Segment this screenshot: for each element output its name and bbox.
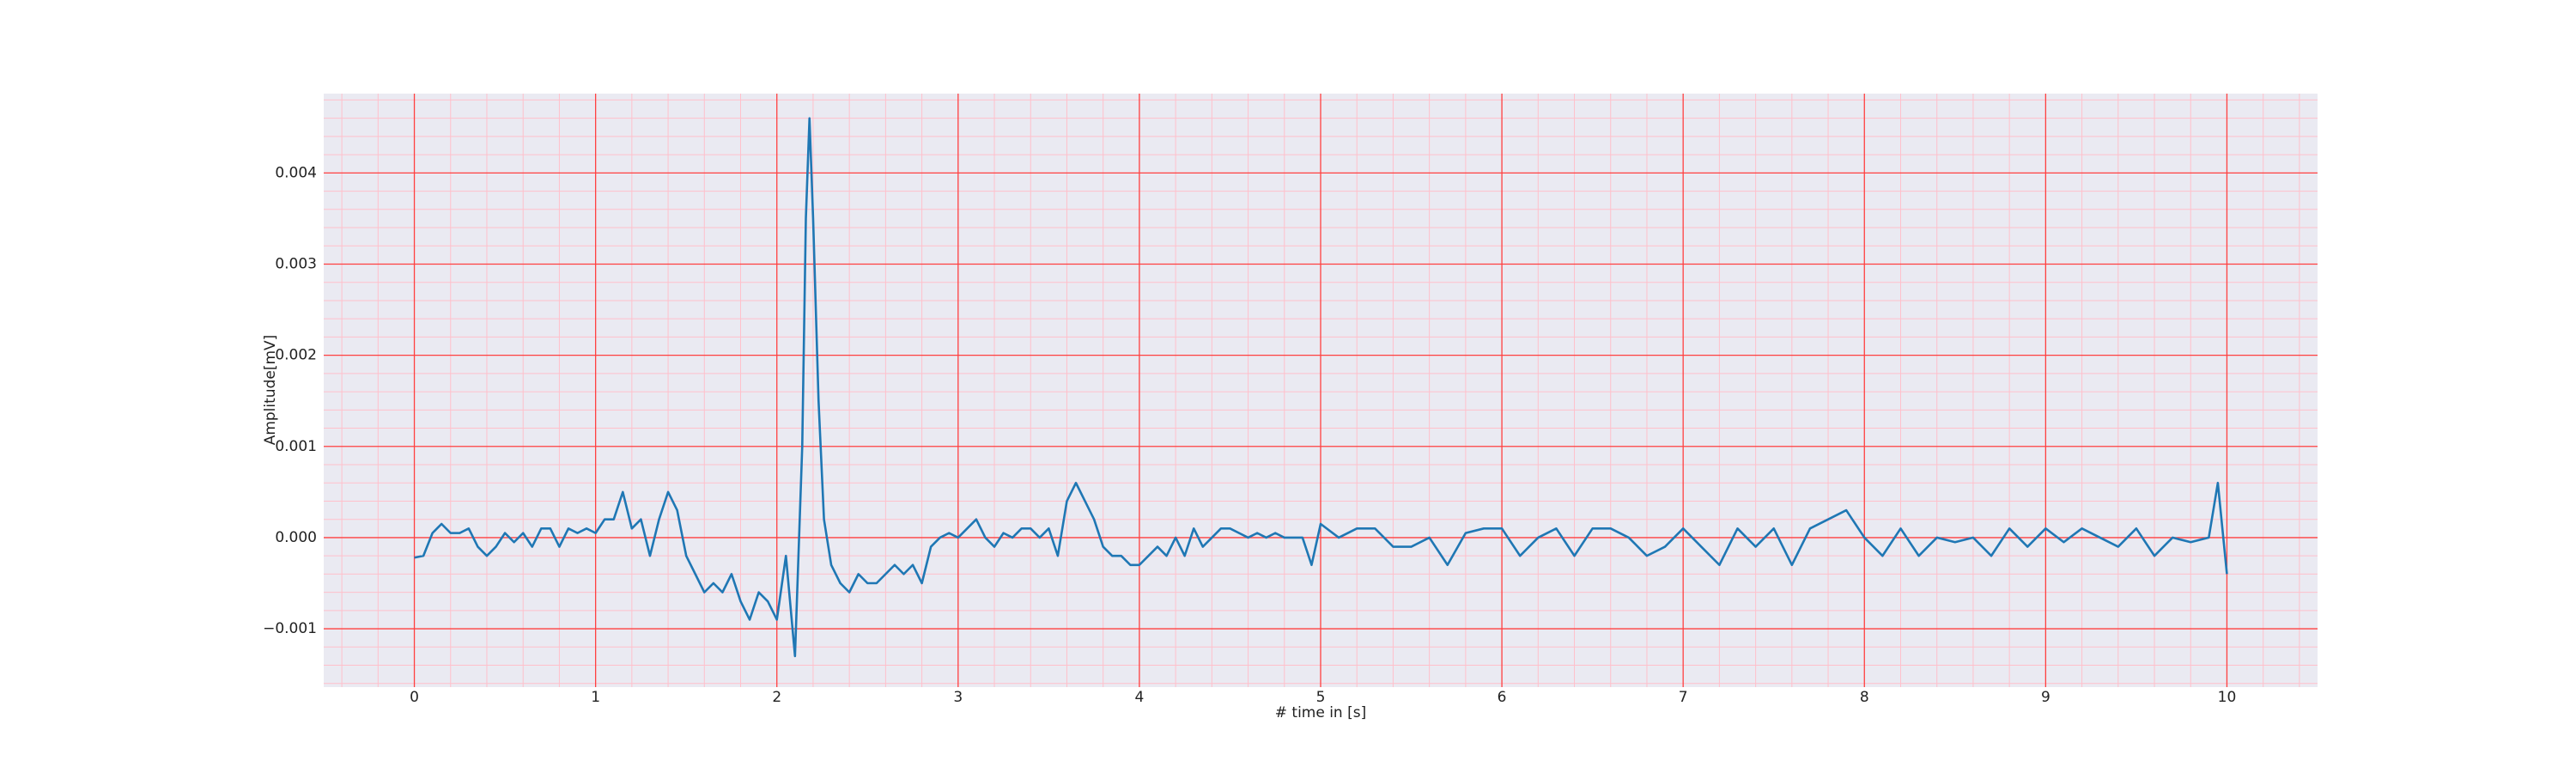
x-tick-label: 8 (1860, 689, 1869, 706)
y-tick-label: −0.001 (263, 620, 317, 637)
x-tick-label: 3 (953, 689, 963, 706)
x-tick-label: 7 (1679, 689, 1688, 706)
x-tick-label: 0 (410, 689, 419, 706)
y-tick-label: 0.001 (275, 438, 317, 455)
x-tick-label: 5 (1316, 689, 1326, 706)
x-axis-label: # time in [s] (1275, 704, 1366, 721)
y-tick-label: 0.002 (275, 347, 317, 364)
y-tick-label: 0.004 (275, 164, 317, 181)
line-series (414, 117, 2228, 658)
x-tick-label: 10 (2218, 689, 2237, 706)
x-tick-label: 6 (1498, 689, 1507, 706)
x-tick-label: 1 (591, 689, 600, 706)
x-tick-label: 9 (2041, 689, 2050, 706)
x-tick-label: 2 (772, 689, 781, 706)
y-tick-label: 0.000 (275, 529, 317, 546)
x-tick-label: 4 (1134, 689, 1144, 706)
y-tick-label: 0.003 (275, 255, 317, 272)
y-axis-label: Amplitude[mV] (262, 335, 279, 446)
